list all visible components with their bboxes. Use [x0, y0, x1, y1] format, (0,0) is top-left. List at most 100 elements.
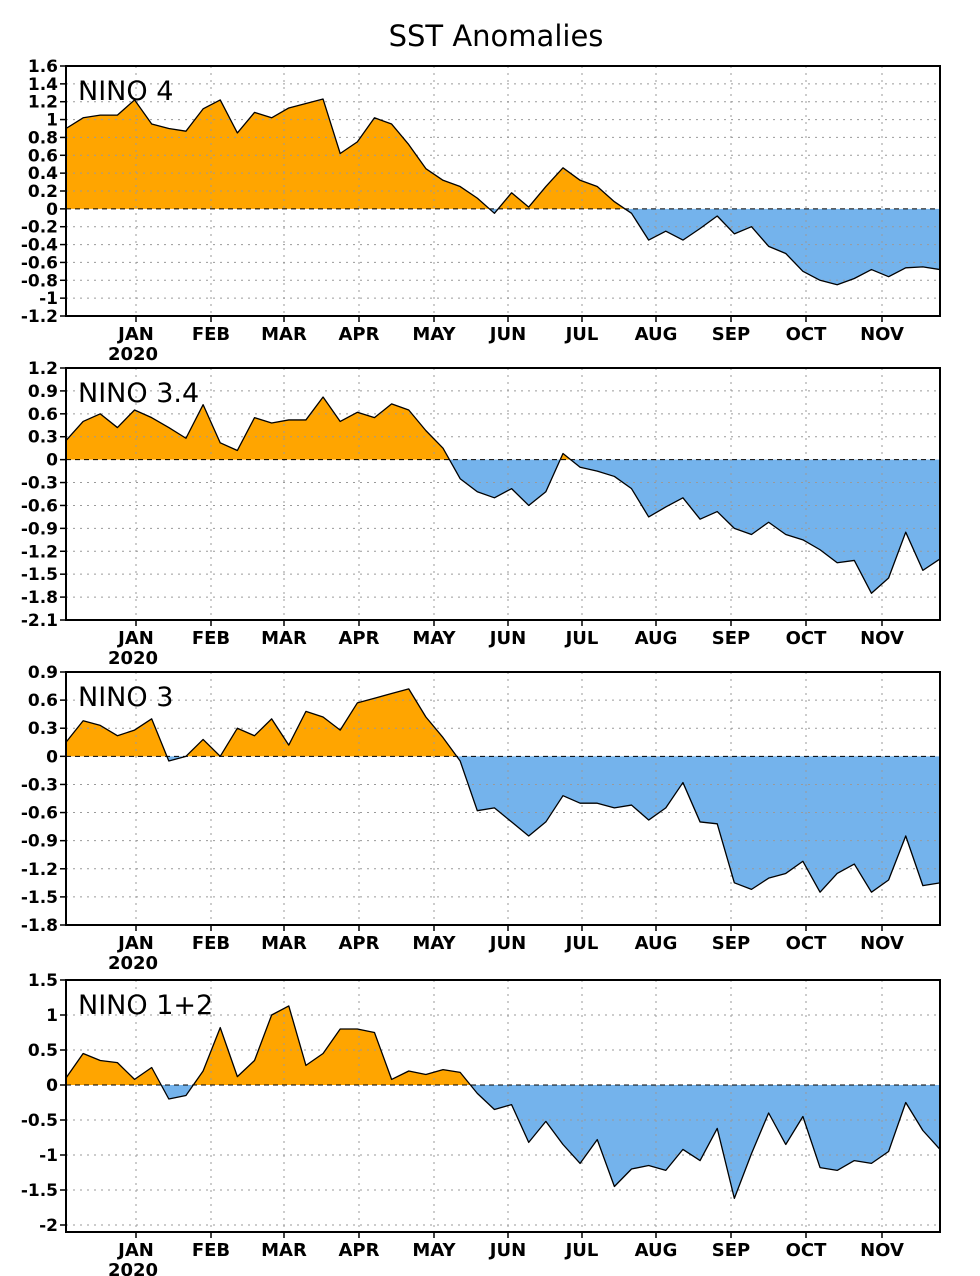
- nino-1-2-series-line: [65, 1005, 941, 1200]
- nino-1-2-ytick-label: 0: [46, 1076, 58, 1096]
- nino-3-month-label: MAR: [261, 933, 307, 954]
- nino-4-month-label: FEB: [192, 324, 230, 345]
- nino-1-2-frame: [65, 979, 941, 1233]
- nino-1-2-month-label: APR: [339, 1240, 380, 1261]
- nino-3-4-year-label: 2020: [108, 648, 158, 669]
- nino-4-year-label: 2020: [108, 344, 158, 365]
- nino-3-4-month-label: AUG: [635, 628, 678, 649]
- nino-3-month-label: JUN: [488, 933, 526, 954]
- nino-4-ytick-label: -1.2: [21, 307, 58, 327]
- nino-3-4-ytick-label: 1.2: [28, 359, 58, 379]
- nino-3-ytick-label: 0: [46, 747, 58, 767]
- nino-1-2-negative-area: [66, 1085, 940, 1199]
- nino-4-series-line: [65, 98, 941, 286]
- nino-4-ytick-label: 0.6: [28, 146, 58, 166]
- nino-4-ytick-label: 1.2: [28, 93, 58, 113]
- nino-3-4-frame: [65, 367, 941, 621]
- figure-title: SST Anomalies: [389, 19, 604, 53]
- nino-1-2-label: NINO 1+2: [78, 990, 213, 1021]
- nino-4-month-label: MAR: [261, 324, 307, 345]
- nino-3-ytick-label: -0.3: [21, 775, 58, 795]
- nino-1-2-month-label: JUN: [488, 1240, 526, 1261]
- nino-3-ytick-label: -0.9: [21, 832, 58, 852]
- nino-4-month-label: JUN: [488, 324, 526, 345]
- nino-4-month-label: SEP: [712, 324, 750, 345]
- nino-3-4-month-label: MAY: [412, 628, 456, 649]
- nino-3-month-label: SEP: [712, 933, 750, 954]
- nino-3-4-label: NINO 3.4: [78, 378, 199, 409]
- nino-3-grid: [66, 672, 940, 925]
- nino-1-2-ytick-label: 1.5: [28, 971, 58, 991]
- nino-1-2-month-label: FEB: [192, 1240, 230, 1261]
- nino-3-month-label: JUL: [564, 933, 599, 954]
- nino-3-panel: -1.8 -1.5 -1.2 -0.9 -0.6 -0.3 0 0.3 0.6 0.9 JAN FEB…: [21, 663, 941, 974]
- nino-4-ytick-label: 0: [46, 200, 58, 220]
- nino-3-4-ytick-label: -2.1: [21, 611, 58, 631]
- nino-3-4-month-label: FEB: [192, 628, 230, 649]
- nino-3-month-label: APR: [339, 933, 380, 954]
- nino-4-ytick-label: 1: [46, 111, 58, 131]
- nino-3-month-label: OCT: [786, 933, 828, 954]
- nino-3-4-month-label: NOV: [860, 628, 904, 649]
- nino-3-4-ytick-label: -1.8: [21, 588, 58, 608]
- nino-4-negative-area: [66, 208, 940, 285]
- nino-4-ytick-label: 1.6: [28, 57, 58, 77]
- nino-3-4-ytick-label: -1.2: [21, 542, 58, 562]
- nino-3-4-positive-area: [66, 397, 940, 460]
- nino-4-month-label: JAN: [116, 324, 154, 345]
- nino-4-month-label: OCT: [786, 324, 828, 345]
- nino-4-positive-area: [66, 99, 940, 209]
- nino-3-4-month-label: JUL: [564, 628, 599, 649]
- nino-3-ytick-label: -1.5: [21, 888, 58, 908]
- panels: -1.2-1-0.8-0.6-0.4-0.200.20.40.60.811.21…: [21, 57, 941, 1276]
- nino-1-2-ytick-label: -1.5: [21, 1181, 58, 1201]
- nino-3-frame: [65, 671, 941, 926]
- nino-1-2-month-label: SEP: [712, 1240, 750, 1261]
- nino-1-2-month-label: OCT: [786, 1240, 828, 1261]
- nino-3-ytick-label: -1.2: [21, 860, 58, 880]
- nino-3-4-ytick-label: -1.5: [21, 565, 58, 585]
- nino-3-4-month-label: JAN: [116, 628, 154, 649]
- nino-3-4-panel: -2.1 -1.8 -1.5 -1.2 -0.9 -0.6-0.3 0 0.3 0.6 0.9 1.…: [21, 359, 941, 669]
- nino-3-month-label: NOV: [860, 933, 904, 954]
- nino-1-2-month-label: AUG: [635, 1240, 678, 1261]
- nino-3-4-month-label: OCT: [786, 628, 828, 649]
- nino-3-4-ytick-label: -0.6: [21, 496, 58, 516]
- nino-3-4-ytick-label: 0.3: [28, 428, 58, 448]
- nino-4-month-label: JUL: [564, 324, 599, 345]
- nino-4-month-label: NOV: [860, 324, 904, 345]
- nino-3-4-month-label: MAR: [261, 628, 307, 649]
- nino-4-ytick-label: -0.6: [21, 253, 58, 273]
- nino-4-ytick-label: 0.4: [28, 164, 58, 184]
- nino-3-negative-area: [66, 756, 940, 893]
- nino-4-ytick-label: -0.8: [21, 271, 58, 291]
- nino-3-4-series-line: [65, 396, 941, 594]
- nino-3-4-ytick-label: -0.3: [21, 474, 58, 494]
- nino-1-2-year-label: 2020: [108, 1260, 158, 1276]
- nino-1-2-ytick-label: 1: [46, 1006, 58, 1026]
- nino-1-2-month-label: JUL: [564, 1240, 599, 1261]
- nino-4-label: NINO 4: [78, 76, 173, 107]
- nino-3-ytick-label: 0.3: [28, 719, 58, 739]
- nino-3-series-line: [65, 688, 941, 893]
- nino-3-month-label: AUG: [635, 933, 678, 954]
- nino-4-month-label: AUG: [635, 324, 678, 345]
- nino-4-ytick-label: 1.4: [28, 75, 58, 95]
- nino-1-2-ytick-label: -1: [39, 1146, 58, 1166]
- nino-4-ytick-label: 0.8: [28, 128, 58, 148]
- nino-3-4-ytick-label: 0: [46, 451, 58, 471]
- nino-3-4-ytick-label: -0.9: [21, 519, 58, 539]
- nino-3-ytick-label: -1.8: [21, 916, 58, 936]
- nino-3-4-month-label: JUN: [488, 628, 526, 649]
- nino-1-2-panel: -2 -1.5 -1 -0.5 0 0.5 1 1.5 JAN FEB MAR APR MAY JUN JU…: [21, 971, 941, 1276]
- nino-4-ytick-label: 0.2: [28, 182, 58, 202]
- nino-3-month-label: JAN: [116, 933, 154, 954]
- nino-4-ytick-label: -0.2: [21, 218, 58, 238]
- nino-4-ytick-label: -1: [39, 289, 58, 309]
- nino-3-4-grid: [66, 368, 940, 620]
- nino-3-month-label: FEB: [192, 933, 230, 954]
- nino-1-2-month-label: JAN: [116, 1240, 154, 1261]
- nino-4-month-label: MAY: [412, 324, 456, 345]
- nino-1-2-ytick-label: -2: [39, 1216, 58, 1236]
